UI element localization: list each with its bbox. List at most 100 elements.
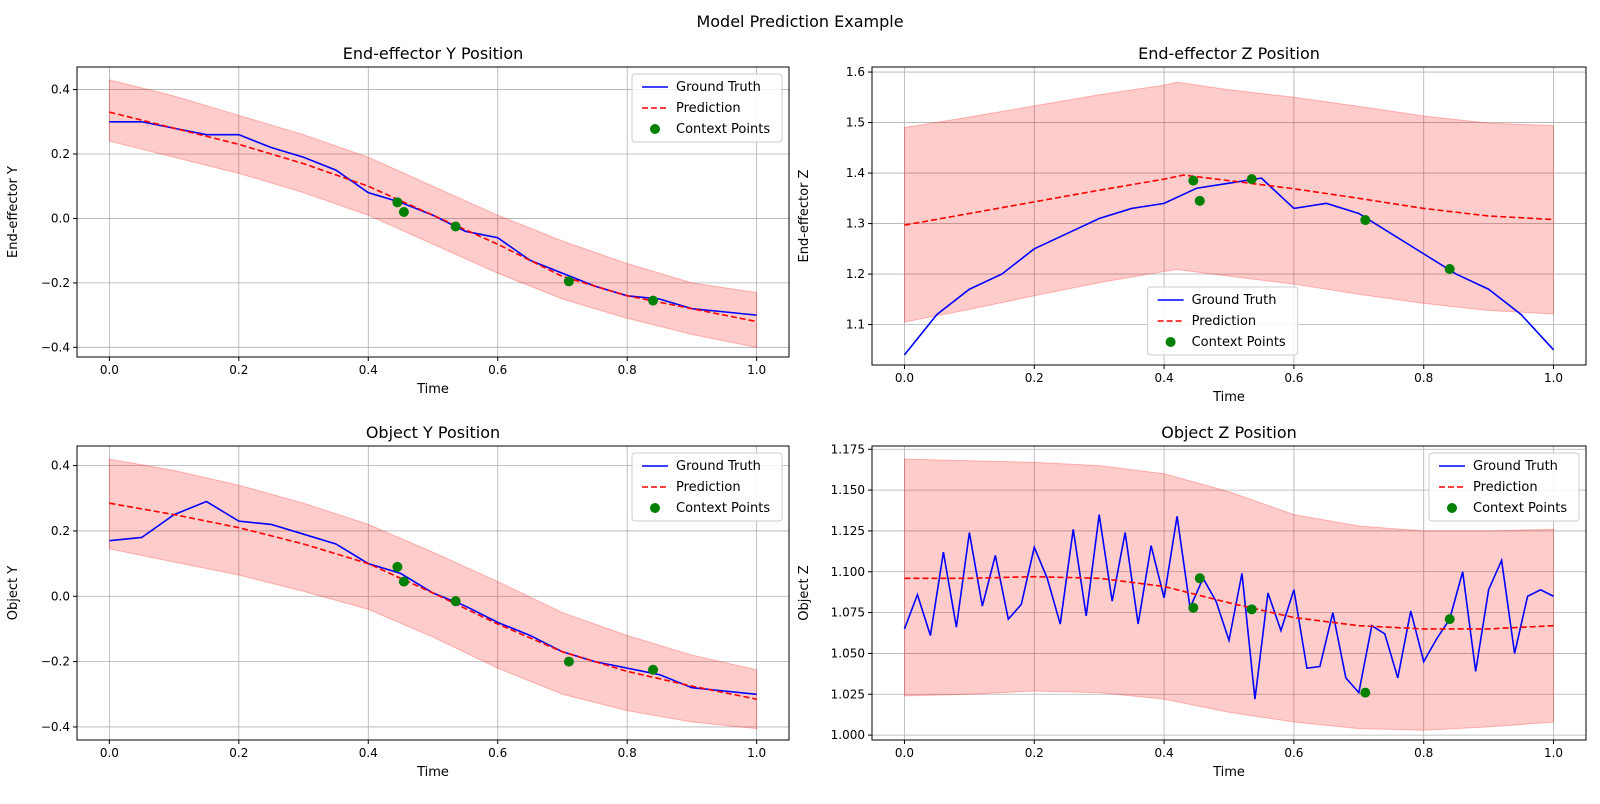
subplot-1: 0.0 0.2 0.4 0.6 0.8 1.0 −0.4 −0.2 0.0 0.2 0.4 End-e…: [6, 44, 790, 397]
y-tick-label: 0.0: [51, 589, 70, 603]
y-tick-label: 0.2: [51, 524, 70, 538]
x-tick-label: 1.0: [747, 746, 766, 760]
y-tick-label: 1.6: [846, 65, 865, 79]
y-tick-label: 1.3: [846, 217, 865, 231]
context-point: [1360, 687, 1371, 698]
context-point: [1444, 614, 1455, 625]
legend-context-swatch: [1447, 503, 1457, 513]
legend-ground-truth-label: Ground Truth: [676, 459, 761, 474]
x-tick-label: 0.8: [1414, 371, 1433, 385]
y-axis-label: End-effector Z: [797, 169, 812, 262]
subplot-title: End-effector Y Position: [343, 44, 524, 63]
context-point: [1194, 195, 1205, 206]
y-tick-label: 1.4: [846, 166, 865, 180]
y-tick-label: −0.2: [41, 276, 70, 290]
plot-area: [108, 458, 758, 730]
legend-context-label: Context Points: [676, 122, 770, 137]
axes-frame: [871, 66, 1587, 366]
figure-title: Model Prediction Example: [696, 12, 904, 31]
x-tick-label: 0.0: [895, 371, 914, 385]
x-tick-label: 1.0: [747, 363, 766, 377]
prediction-line: [904, 575, 1554, 630]
y-tick-label: 0.2: [51, 147, 70, 161]
context-point: [398, 207, 409, 217]
y-tick-label: −0.4: [41, 720, 70, 734]
legend-context-label: Context Points: [1192, 335, 1286, 350]
y-tick-label: 1.100: [831, 565, 865, 579]
y-axis-label: End-effector Y: [6, 166, 21, 258]
x-tick-label: 0.8: [618, 363, 637, 377]
x-tick-label: 0.6: [488, 746, 507, 760]
context-point: [1360, 215, 1371, 226]
x-tick-label: 0.4: [359, 746, 378, 760]
context-point: [648, 664, 659, 675]
plot-area: [903, 458, 1555, 731]
x-axis-label: Time: [416, 765, 449, 780]
prediction-line: [109, 502, 757, 700]
context-point: [1246, 174, 1257, 185]
legend: Ground Truth Prediction Context Points: [1147, 286, 1299, 356]
x-tick-label: 0.8: [1414, 746, 1433, 760]
x-tick-label: 0.2: [1025, 371, 1044, 385]
x-tick-label: 0.4: [1155, 371, 1174, 385]
context-point: [398, 576, 409, 587]
prediction-line: [904, 174, 1554, 226]
context-point: [392, 197, 403, 208]
legend-context-label: Context Points: [1473, 501, 1567, 516]
uncertainty-band: [903, 458, 1555, 731]
context-point: [450, 221, 461, 232]
x-tick-label: 0.4: [359, 363, 378, 377]
x-tick-label: 0.2: [1025, 746, 1044, 760]
y-tick-label: 1.050: [831, 646, 865, 660]
x-tick-label: 0.0: [100, 746, 119, 760]
axes-frame: [871, 445, 1587, 741]
legend: Ground Truth Prediction Context Points: [1428, 452, 1580, 522]
legend-ground-truth-label: Ground Truth: [676, 80, 761, 95]
y-tick-label: 1.2: [846, 267, 865, 281]
axes-frame: [76, 66, 790, 358]
legend-prediction-label: Prediction: [1192, 314, 1257, 329]
legend: Ground Truth Prediction Context Points: [631, 452, 783, 522]
x-tick-label: 0.4: [1155, 746, 1174, 760]
legend: Ground Truth Prediction Context Points: [631, 73, 783, 143]
context-point: [1194, 573, 1205, 584]
x-tick-label: 0.6: [1284, 746, 1303, 760]
context-point: [1444, 264, 1455, 275]
subplot-3: 0.0 0.2 0.4 0.6 0.8 1.0 −0.4 −0.2 0.0 0.2 0.4 Objec…: [6, 423, 790, 780]
subplot-title: Object Y Position: [366, 423, 500, 442]
x-axis-label: Time: [416, 382, 449, 397]
x-tick-label: 0.6: [1284, 371, 1303, 385]
y-tick-label: 1.5: [846, 116, 865, 130]
legend-prediction-label: Prediction: [676, 480, 741, 495]
legend-box: [1428, 452, 1580, 522]
context-point: [1188, 175, 1199, 186]
legend-prediction-label: Prediction: [676, 101, 741, 116]
axes-frame: [76, 445, 790, 741]
y-axis-label: Object Y: [6, 566, 21, 620]
legend-prediction-label: Prediction: [1473, 480, 1538, 495]
context-point: [563, 276, 574, 287]
context-point: [1188, 602, 1199, 613]
legend-context-swatch: [1165, 337, 1176, 347]
x-tick-label: 0.0: [100, 363, 119, 377]
legend-box: [1147, 286, 1299, 356]
legend-box: [631, 452, 783, 522]
y-tick-label: 1.000: [831, 728, 865, 742]
uncertainty-band: [903, 81, 1555, 323]
subplot-title: End-effector Z Position: [1138, 44, 1320, 63]
y-tick-label: 1.1: [846, 318, 865, 332]
legend-ground-truth-label: Ground Truth: [1192, 293, 1277, 308]
ground-truth-line: [903, 514, 1554, 700]
x-tick-label: 1.0: [1544, 371, 1563, 385]
y-tick-label: 1.075: [831, 606, 865, 620]
plot-area: [903, 81, 1555, 356]
y-tick-label: 0.0: [51, 211, 70, 225]
x-tick-label: 0.8: [618, 746, 637, 760]
y-tick-label: 0.4: [51, 459, 70, 473]
y-tick-label: −0.2: [41, 655, 70, 669]
context-point: [450, 596, 461, 607]
legend-ground-truth-label: Ground Truth: [1473, 459, 1558, 474]
subplot-4: 0.0 0.2 0.4 0.6 0.8 1.0 1.000 1.025 1.050 1.075 1.…: [797, 423, 1587, 780]
